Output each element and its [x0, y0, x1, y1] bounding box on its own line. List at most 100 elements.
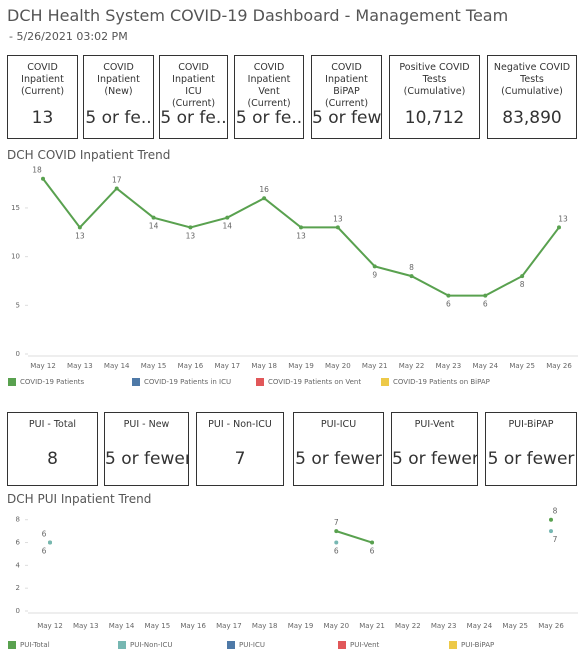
data-point — [41, 176, 45, 181]
kpi-label: PUI-Vent — [414, 419, 455, 430]
x-tick-label: May 17 — [216, 622, 242, 630]
legend-label: PUI-Total — [20, 641, 50, 649]
x-tick-label: May 21 — [359, 622, 385, 630]
x-tick-label: May 23 — [436, 362, 462, 370]
kpi-card: PUI - Total 8 — [7, 412, 98, 486]
legend-swatch — [256, 378, 264, 386]
y-tick-label: 8 — [16, 516, 20, 524]
data-label: 13 — [558, 214, 568, 223]
legend-label: PUI-Non-ICU — [130, 641, 173, 649]
data-label: 8 — [520, 280, 525, 289]
legend-swatch — [449, 641, 457, 649]
data-point — [520, 274, 525, 279]
data-label: 6 — [42, 530, 47, 539]
kpi-label: PUI - New — [123, 419, 170, 430]
legend-swatch — [132, 378, 140, 386]
dashboard-title: DCH Health System COVID-19 Dashboard - M… — [7, 6, 509, 25]
x-tick-label: May 16 — [178, 362, 204, 370]
kpi-value: 7 — [234, 449, 246, 469]
x-tick-label: May 22 — [395, 622, 421, 630]
data-point — [262, 196, 267, 201]
legend-swatch — [8, 641, 16, 649]
x-tick-label: May 22 — [399, 362, 425, 370]
legend-label: PUI-ICU — [239, 641, 265, 649]
x-tick-label: May 16 — [180, 622, 206, 630]
data-point — [114, 186, 119, 191]
kpi-card: PUI-BiPAP 5 or fewer — [485, 412, 577, 486]
legend-label: COVID-19 Patients in ICU — [144, 378, 231, 386]
kpi-value: 5 or fewer — [392, 449, 477, 469]
data-label: 8 — [409, 263, 414, 272]
y-tick-label: 0 — [16, 607, 20, 615]
kpi-value: 83,890 — [502, 108, 562, 128]
x-tick-label: May 18 — [251, 362, 277, 370]
data-label: 6 — [446, 300, 451, 309]
data-point — [299, 225, 303, 230]
data-point — [335, 225, 340, 230]
kpi-card: COVID Inpatient ICU (Current) 5 or fe.. — [159, 55, 228, 139]
x-tick-label: May 15 — [141, 362, 167, 370]
kpi-card: COVID Inpatient (Current) 13 — [7, 55, 78, 139]
legend-label: COVID-19 Patients on Vent — [268, 378, 361, 386]
x-tick-label: May 25 — [509, 362, 535, 370]
kpi-value: 5 or fewer — [105, 449, 188, 469]
data-point — [225, 215, 230, 220]
data-label: 6 — [334, 547, 339, 556]
x-tick-label: May 23 — [431, 622, 457, 630]
x-tick-label: May 20 — [323, 622, 349, 630]
x-tick-label: May 13 — [67, 362, 93, 370]
kpi-value: 5 or fe.. — [85, 108, 152, 128]
data-label: 18 — [32, 166, 42, 175]
kpi-label: COVID Inpatient (New) — [97, 62, 140, 97]
legend-swatch — [118, 641, 126, 649]
kpi-value: 5 or fewer — [295, 449, 382, 469]
data-point — [483, 293, 488, 298]
x-tick-label: May 18 — [252, 622, 278, 630]
y-tick-label: 0 — [16, 350, 20, 358]
y-tick-label: 6 — [16, 539, 21, 547]
kpi-value: 8 — [47, 449, 58, 469]
kpi-label: COVID Inpatient Vent (Current) — [247, 62, 291, 109]
data-label: 14 — [149, 222, 159, 231]
kpi-value: 5 or fe.. — [160, 108, 227, 128]
x-tick-label: May 13 — [73, 622, 99, 630]
data-point — [334, 529, 339, 534]
x-tick-label: May 24 — [467, 622, 493, 630]
data-point — [549, 529, 553, 534]
x-tick-label: May 19 — [288, 362, 314, 370]
kpi-label: COVID Inpatient ICU (Current) — [171, 62, 216, 109]
kpi-label: PUI-ICU — [320, 419, 357, 430]
y-tick-label: 15 — [11, 204, 20, 212]
kpi-card: Negative COVID Tests (Cumulative) 83,890 — [487, 55, 577, 139]
legend-label: COVID-19 Patients on BiPAP — [393, 378, 490, 386]
data-label: 7 — [553, 535, 558, 544]
chart-title: DCH PUI Inpatient Trend — [7, 492, 152, 506]
x-tick-label: May 21 — [362, 362, 388, 370]
kpi-card: PUI - New 5 or fewer — [104, 412, 189, 486]
data-point — [557, 225, 561, 230]
data-label: 13 — [333, 214, 343, 223]
kpi-card: Positive COVID Tests (Cumulative) 10,712 — [389, 55, 480, 139]
chart-title: DCH COVID Inpatient Trend — [7, 148, 171, 162]
series-line — [336, 520, 551, 543]
x-tick-label: May 17 — [214, 362, 240, 370]
y-tick-label: 5 — [16, 301, 20, 309]
y-tick-label: 2 — [16, 584, 20, 592]
x-tick-label: May 26 — [546, 362, 572, 370]
data-point — [372, 264, 377, 269]
kpi-label: PUI - Non-ICU — [208, 419, 272, 430]
y-tick-label: 10 — [11, 253, 20, 261]
kpi-card: COVID Inpatient BiPAP (Current)5 or few.… — [311, 55, 382, 139]
data-label: 6 — [42, 547, 47, 556]
data-label: 6 — [370, 547, 375, 556]
data-point — [188, 225, 193, 230]
x-tick-label: May 25 — [502, 622, 528, 630]
x-tick-label: May 20 — [325, 362, 351, 370]
kpi-card: COVID Inpatient (New) 5 or fe.. — [83, 55, 154, 139]
x-tick-label: May 14 — [104, 362, 130, 370]
x-tick-label: May 26 — [538, 622, 564, 630]
kpi-label: PUI - Total — [28, 419, 77, 430]
data-label: 13 — [186, 231, 196, 240]
